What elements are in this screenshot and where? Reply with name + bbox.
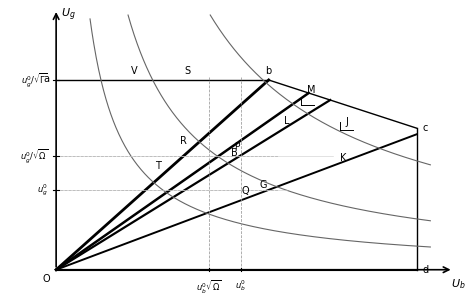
Text: L: L bbox=[284, 116, 289, 126]
Text: $u_b^0\sqrt{\Omega}$: $u_b^0\sqrt{\Omega}$ bbox=[196, 278, 221, 295]
Text: $u_b^0$: $u_b^0$ bbox=[235, 278, 246, 293]
Text: $u_g^0$: $u_g^0$ bbox=[37, 183, 48, 198]
Text: S: S bbox=[185, 66, 191, 76]
Text: K: K bbox=[340, 153, 347, 163]
Text: B: B bbox=[231, 148, 237, 158]
Text: Q: Q bbox=[242, 186, 250, 196]
Text: J: J bbox=[346, 117, 348, 127]
Text: $U_b$: $U_b$ bbox=[451, 278, 466, 291]
Text: G: G bbox=[259, 180, 267, 190]
Text: b: b bbox=[265, 66, 272, 76]
Text: R: R bbox=[180, 136, 186, 146]
Text: V: V bbox=[131, 66, 138, 76]
Text: $U_g$: $U_g$ bbox=[61, 6, 76, 23]
Text: M: M bbox=[307, 85, 315, 95]
Text: $u_g^0/\sqrt{\Gamma}$: $u_g^0/\sqrt{\Gamma}$ bbox=[21, 71, 48, 89]
Text: d: d bbox=[422, 265, 428, 275]
Text: P: P bbox=[234, 142, 239, 151]
Text: T: T bbox=[155, 161, 161, 171]
Text: c: c bbox=[422, 123, 427, 133]
Text: a: a bbox=[43, 74, 49, 83]
Text: O: O bbox=[43, 274, 51, 284]
Text: $u_g^0/\sqrt{\Omega}$: $u_g^0/\sqrt{\Omega}$ bbox=[20, 148, 48, 165]
